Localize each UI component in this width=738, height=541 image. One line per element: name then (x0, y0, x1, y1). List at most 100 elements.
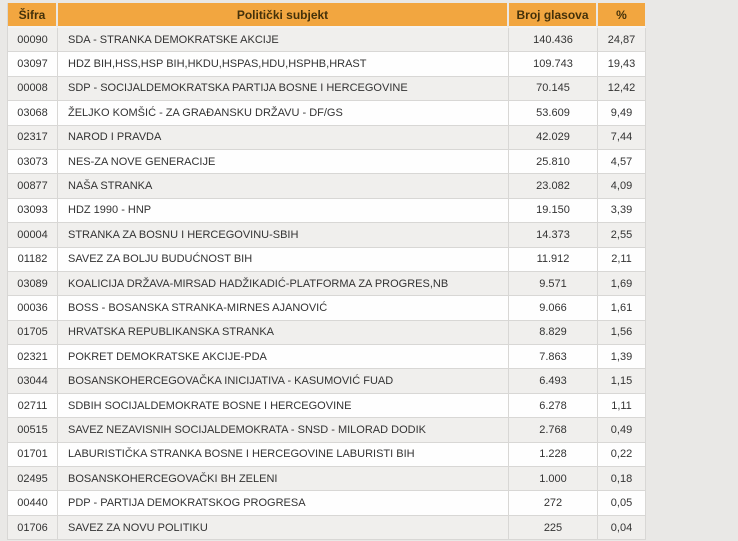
cell-glasovi: 1.000 (509, 467, 598, 492)
cell-pct: 0,04 (598, 515, 646, 541)
cell-glasovi: 11.912 (509, 247, 598, 272)
cell-subjekt: LABURISTIČKA STRANKA BOSNE I HERCEGOVINE… (58, 442, 509, 468)
cell-sifra: 01705 (8, 320, 58, 346)
cell-glasovi: 6.278 (509, 393, 598, 419)
table-row: 00515 SAVEZ NEZAVISNIH SOCIJALDEMOKRATA -… (8, 418, 646, 443)
col-header-glasovi: Broj glasova (509, 3, 598, 28)
cell-glasovi: 14.373 (509, 223, 598, 248)
cell-sifra: 03044 (8, 369, 58, 394)
header-row: Šifra Politički subjekt Broj glasova % (8, 3, 646, 28)
cell-sifra: 00440 (8, 491, 58, 516)
table-row: 02317 NAROD I PRAVDA 42.029 7,44 (8, 125, 646, 150)
cell-sifra: 01701 (8, 442, 58, 468)
cell-pct: 7,44 (598, 125, 646, 150)
cell-glasovi: 19.150 (509, 198, 598, 224)
cell-pct: 12,42 (598, 76, 646, 102)
cell-glasovi: 1.228 (509, 442, 598, 468)
cell-glasovi: 25.810 (509, 149, 598, 175)
table-row: 00090 SDA - STRANKA DEMOKRATSKE AKCIJE 140… (8, 28, 646, 53)
table-row: 00440 PDP - PARTIJA DEMOKRATSKOG PROGRESA… (8, 491, 646, 516)
cell-pct: 0,05 (598, 491, 646, 516)
cell-pct: 24,87 (598, 28, 646, 53)
cell-glasovi: 70.145 (509, 76, 598, 102)
col-header-pct: % (598, 3, 646, 28)
cell-subjekt: SAVEZ ZA BOLJU BUDUĆNOST BIH (58, 247, 509, 272)
cell-sifra: 02495 (8, 467, 58, 492)
col-header-subjekt: Politički subjekt (58, 3, 509, 28)
table-row: 02495 BOSANSKOHERCEGOVAČKI BH ZELENI 1.000… (8, 467, 646, 492)
cell-sifra: 02317 (8, 125, 58, 150)
cell-subjekt: KOALICIJA DRŽAVA-MIRSAD HADŽIKADIĆ-PLATF… (58, 271, 509, 297)
table-body: 00090 SDA - STRANKA DEMOKRATSKE AKCIJE 140… (8, 28, 646, 541)
cell-subjekt: ŽELJKO KOMŠIĆ - ZA GRAĐANSKU DRŽAVU - DF… (58, 101, 509, 126)
cell-subjekt: NAROD I PRAVDA (58, 125, 509, 150)
cell-pct: 0,49 (598, 418, 646, 443)
cell-subjekt: SDA - STRANKA DEMOKRATSKE AKCIJE (58, 28, 509, 53)
table-row: 03089 KOALICIJA DRŽAVA-MIRSAD HADŽIKADIĆ-… (8, 271, 646, 297)
table-row: 03073 NES-ZA NOVE GENERACIJE 25.810 4,57 (8, 149, 646, 175)
cell-glasovi: 9.066 (509, 296, 598, 321)
table-row: 00008 SDP - SOCIJALDEMOKRATSKA PARTIJA BO… (8, 76, 646, 102)
cell-sifra: 00036 (8, 296, 58, 321)
cell-sifra: 01182 (8, 247, 58, 272)
cell-glasovi: 6.493 (509, 369, 598, 394)
cell-pct: 1,11 (598, 393, 646, 419)
table-row: 01701 LABURISTIČKA STRANKA BOSNE I HERCEG… (8, 442, 646, 468)
cell-glasovi: 7.863 (509, 345, 598, 370)
cell-subjekt: SDBIH SOCIJALDEMOKRATE BOSNE I HERCEGOVI… (58, 393, 509, 419)
cell-pct: 9,49 (598, 101, 646, 126)
cell-glasovi: 225 (509, 515, 598, 541)
cell-sifra: 03097 (8, 52, 58, 77)
cell-subjekt: PDP - PARTIJA DEMOKRATSKOG PROGRESA (58, 491, 509, 516)
cell-sifra: 00090 (8, 28, 58, 53)
cell-pct: 2,11 (598, 247, 646, 272)
col-header-sifra: Šifra (8, 3, 58, 28)
cell-pct: 1,39 (598, 345, 646, 370)
cell-pct: 1,61 (598, 296, 646, 321)
table-row: 03093 HDZ 1990 - HNP 19.150 3,39 (8, 198, 646, 224)
cell-pct: 3,39 (598, 198, 646, 224)
cell-sifra: 00004 (8, 223, 58, 248)
cell-pct: 4,09 (598, 174, 646, 199)
table-row: 03044 BOSANSKOHERCEGOVAČKA INICIJATIVA - … (8, 369, 646, 394)
cell-subjekt: NAŠA STRANKA (58, 174, 509, 199)
cell-pct: 1,56 (598, 320, 646, 346)
election-results-table: Šifra Politički subjekt Broj glasova % 0… (7, 3, 646, 541)
cell-glasovi: 272 (509, 491, 598, 516)
cell-subjekt: HDZ 1990 - HNP (58, 198, 509, 224)
cell-subjekt: SDP - SOCIJALDEMOKRATSKA PARTIJA BOSNE I… (58, 76, 509, 102)
cell-sifra: 02711 (8, 393, 58, 419)
cell-pct: 19,43 (598, 52, 646, 77)
table-row: 02711 SDBIH SOCIJALDEMOKRATE BOSNE I HERC… (8, 393, 646, 419)
cell-subjekt: BOSANSKOHERCEGOVAČKA INICIJATIVA - KASUM… (58, 369, 509, 394)
cell-sifra: 03073 (8, 149, 58, 175)
cell-glasovi: 23.082 (509, 174, 598, 199)
cell-pct: 0,22 (598, 442, 646, 468)
cell-pct: 0,18 (598, 467, 646, 492)
cell-sifra: 02321 (8, 345, 58, 370)
cell-glasovi: 53.609 (509, 101, 598, 126)
cell-sifra: 00008 (8, 76, 58, 102)
cell-sifra: 00877 (8, 174, 58, 199)
cell-sifra: 00515 (8, 418, 58, 443)
cell-subjekt: HDZ BIH,HSS,HSP BIH,HKDU,HSPAS,HDU,HSPHB… (58, 52, 509, 77)
cell-subjekt: SAVEZ ZA NOVU POLITIKU (58, 515, 509, 541)
cell-glasovi: 8.829 (509, 320, 598, 346)
cell-subjekt: STRANKA ZA BOSNU I HERCEGOVINU-SBIH (58, 223, 509, 248)
cell-subjekt: SAVEZ NEZAVISNIH SOCIJALDEMOKRATA - SNSD… (58, 418, 509, 443)
table-row: 00036 BOSS - BOSANSKA STRANKA-MIRNES AJAN… (8, 296, 646, 321)
cell-glasovi: 140.436 (509, 28, 598, 53)
cell-sifra: 03068 (8, 101, 58, 126)
table-row: 01705 HRVATSKA REPUBLIKANSKA STRANKA 8.829… (8, 320, 646, 346)
table-row: 02321 POKRET DEMOKRATSKE AKCIJE-PDA 7.863 1… (8, 345, 646, 370)
table-row: 03097 HDZ BIH,HSS,HSP BIH,HKDU,HSPAS,HDU,… (8, 52, 646, 77)
cell-sifra: 03093 (8, 198, 58, 224)
table-row: 01706 SAVEZ ZA NOVU POLITIKU 225 0,04 (8, 515, 646, 541)
table-row: 03068 ŽELJKO KOMŠIĆ - ZA GRAĐANSKU DRŽAVU… (8, 101, 646, 126)
table-row: 00004 STRANKA ZA BOSNU I HERCEGOVINU-SBIH… (8, 223, 646, 248)
cell-pct: 1,15 (598, 369, 646, 394)
cell-sifra: 01706 (8, 515, 58, 541)
cell-glasovi: 109.743 (509, 52, 598, 77)
cell-pct: 1,69 (598, 271, 646, 297)
